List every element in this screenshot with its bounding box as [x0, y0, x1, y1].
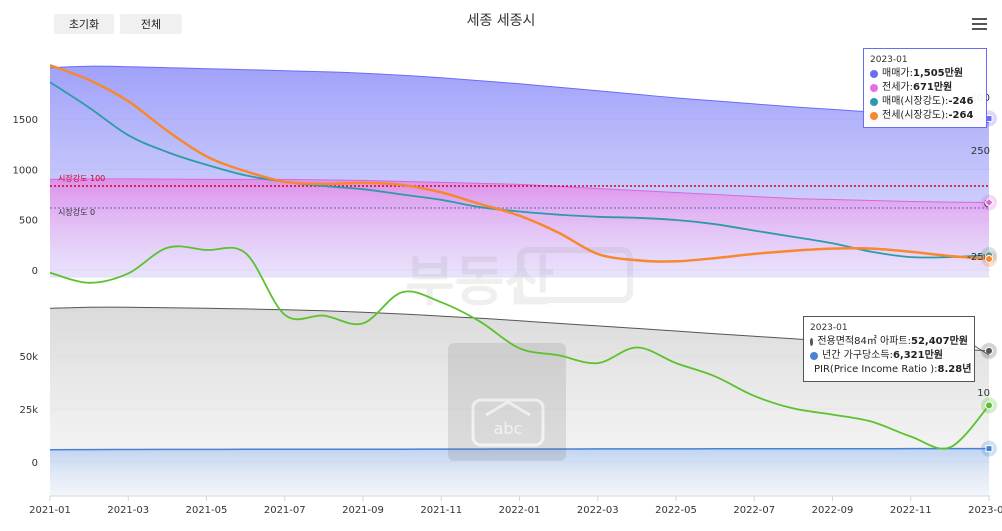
tooltip-bottom: 2023-01 전용면적84㎡ 아파트: 52,407만원 년간 가구당소득: …	[803, 316, 975, 382]
jeonse-strength-marker	[985, 254, 993, 263]
tooltip-top-date: 2023-01	[870, 55, 908, 65]
pir-marker	[985, 401, 993, 410]
jeonse-strength-line	[49, 64, 990, 263]
tooltip-bottom-row-income: 년간 가구당소득: 6,321만원	[810, 349, 968, 363]
income-area	[50, 448, 989, 496]
x-tick-label: 2022-01	[499, 505, 541, 516]
all-period-button[interactable]: 전체	[120, 14, 182, 34]
x-tick-label: 2022-07	[733, 505, 775, 516]
market-strength-100-label: 시장강도 100	[58, 173, 105, 183]
svg-text:abc: abc	[494, 419, 523, 438]
y-left-tick-label: 500	[19, 216, 38, 227]
sale-strength-line	[49, 81, 990, 259]
income-marker	[985, 445, 993, 453]
x-tick-label: 2021-09	[342, 505, 384, 516]
x-tick-label: 2022-11	[890, 505, 932, 516]
tooltip-bottom-date: 2023-01	[810, 323, 848, 333]
x-tick-label: 2021-03	[107, 505, 149, 516]
jeonse-price-marker	[984, 197, 994, 208]
tooltip-top-row-sale: 매매가: 1,505만원	[870, 67, 980, 81]
reset-button[interactable]: 초기화	[54, 14, 114, 34]
x-tick-label: 2022-09	[812, 505, 854, 516]
top-left-axis: 0 500 1000 1500	[13, 115, 38, 277]
watermark-logo: 부동산	[405, 247, 633, 313]
jeonse-price-line	[49, 178, 990, 203]
bottom-left-axis: 0 25k 50k	[19, 352, 38, 469]
tooltip-top-row-jeonse: 전세가: 671만원	[870, 81, 980, 95]
y-left-tick-label: 1500	[13, 115, 38, 126]
y-left-tick-label: 0	[32, 458, 38, 469]
tooltip-top: 2023-01 매매가: 1,505만원 전세가: 671만원 매매(시장강도)…	[863, 48, 987, 128]
y-left-tick-label: 25k	[19, 405, 38, 416]
x-tick-label: 2022-03	[577, 505, 619, 516]
y-left-tick-label: 1000	[13, 165, 38, 176]
bottom-right-axis: 10	[977, 388, 990, 399]
x-axis-ticks: 2021-01 2021-03 2021-05 2021-07 2021-09 2021-…	[29, 496, 1002, 516]
x-tick-label: 2021-11	[420, 505, 462, 516]
x-tick-label: 2023-01	[968, 505, 1002, 516]
tooltip-top-row-jeonse-strength: 전세(시장강도): -264	[870, 109, 980, 123]
market-strength-0-label: 시장강도 0	[58, 207, 95, 217]
y-right-tick-label: 10	[977, 388, 990, 399]
tooltip-top-row-sale-strength: 매매(시장강도): -246	[870, 95, 980, 109]
abc-keyboard-icon: abc	[448, 343, 566, 461]
y-left-tick-label: 0	[32, 266, 38, 277]
tooltip-bottom-row-pir: PIR(Price Income Ratio ): 8.28년	[814, 364, 972, 375]
tooltip-bottom-row-apt: 전용면적84㎡ 아파트: 52,407만원	[810, 335, 968, 349]
x-tick-label: 2021-05	[186, 505, 228, 516]
jeonse-price-area	[50, 178, 989, 277]
watermark-text: 부동산	[405, 250, 554, 313]
hamburger-menu-icon[interactable]	[972, 18, 987, 30]
pir-line	[49, 245, 990, 450]
apt-price-marker	[985, 346, 993, 355]
chart-title: 세종 세종시	[466, 13, 536, 29]
income-line	[49, 447, 989, 451]
x-tick-label: 2021-07	[264, 505, 306, 516]
y-right-tick-label: -250	[967, 252, 990, 263]
x-tick-label: 2021-01	[29, 505, 71, 516]
y-right-tick-label: 250	[971, 146, 990, 157]
y-left-tick-label: 50k	[19, 352, 38, 363]
tooltip-connector-bottom	[972, 344, 990, 356]
x-tick-label: 2022-05	[655, 505, 697, 516]
sale-price-line	[49, 65, 990, 119]
